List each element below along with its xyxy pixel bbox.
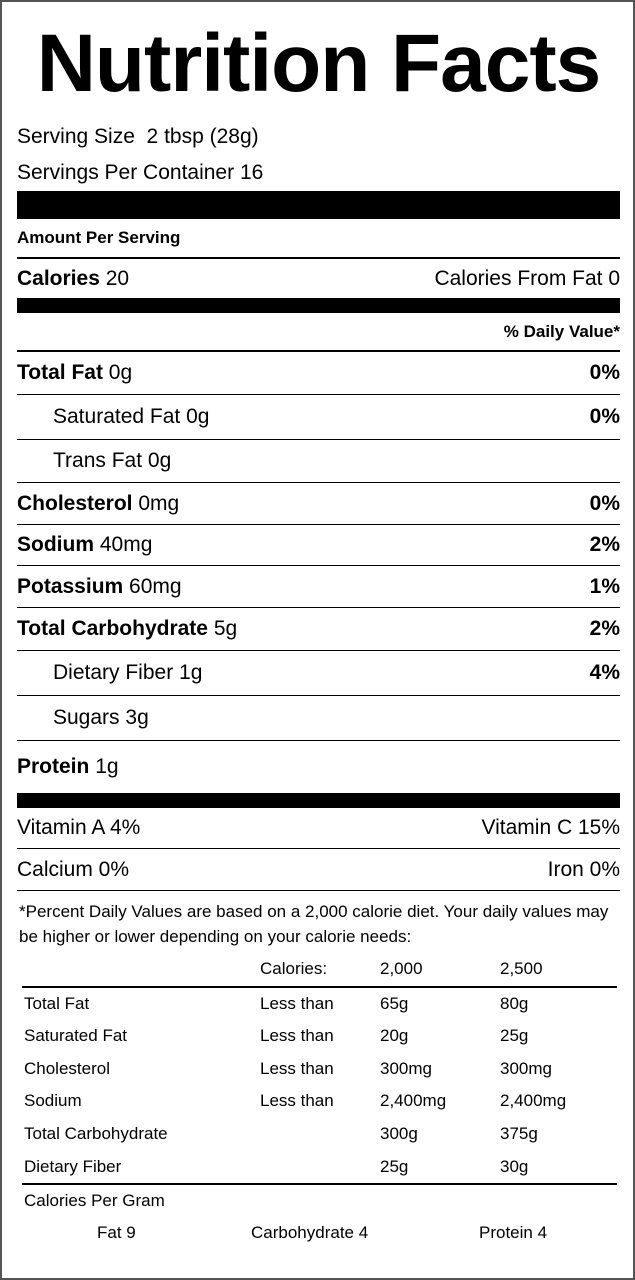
nutrient-daily-value: 4% xyxy=(589,661,620,684)
table-cell: 300g xyxy=(380,1123,418,1143)
table-cell: 25g xyxy=(500,1026,529,1046)
vitamin-left: Calcium 0% xyxy=(17,857,130,881)
table-cell: 300mg xyxy=(500,1058,552,1078)
nutrient-daily-value: 0% xyxy=(589,405,620,428)
table-divider xyxy=(22,985,617,988)
table-cell: 25g xyxy=(380,1156,409,1176)
table-row: Total Carbohydrate 300g 375g xyxy=(17,1118,620,1151)
fat-per-gram: Fat 9 xyxy=(97,1223,136,1243)
nutrient-label: Total Fat 0g xyxy=(17,361,133,384)
nutrient-row: Cholesterol 0mg 0% xyxy=(17,483,620,525)
table-row: Dietary Fiber 25g 30g xyxy=(17,1151,620,1184)
nutrient-list: Total Fat 0g 0% Saturated Fat 0g 0% Trans Fa… xyxy=(17,352,620,793)
table-cell: Total Carbohydrate xyxy=(24,1123,168,1143)
table-cell xyxy=(260,1118,380,1151)
calories-from-fat: Calories From Fat 0 xyxy=(434,266,620,290)
table-cell: Cholesterol xyxy=(24,1058,110,1078)
nutrient-row: Total Carbohydrate 5g 2% xyxy=(17,608,620,651)
nutrient-daily-value: 0% xyxy=(589,491,620,515)
table-cell: 300mg xyxy=(380,1058,432,1078)
daily-value-header: % Daily Value* xyxy=(17,313,620,352)
nutrient-row: Trans Fat 0g xyxy=(17,440,620,483)
nutrient-label: Potassium 60mg xyxy=(17,574,182,598)
vitamin-list: Vitamin A 4% Vitamin C 15% Calcium 0% Iron … xyxy=(17,808,620,891)
servings-per-container: Servings Per Container 16 xyxy=(17,161,264,184)
calories-label: Calories 20 xyxy=(17,266,130,290)
amount-per-serving: Amount Per Serving xyxy=(17,219,620,259)
medium-divider xyxy=(17,298,620,313)
table-cell: 2,500 xyxy=(500,959,543,978)
nutrient-label: Sodium 40mg xyxy=(17,533,153,556)
nutrient-row: Potassium 60mg 1% xyxy=(17,566,620,608)
table-cell: 30g xyxy=(500,1156,529,1176)
nutrient-row: Sugars 3g xyxy=(17,696,620,741)
table-cell xyxy=(260,1151,380,1184)
table-row: Saturated Fat Less than 20g 25g xyxy=(17,1020,620,1053)
nutrient-label: Saturated Fat 0g xyxy=(53,405,210,428)
table-row: Sodium Less than 2,400mg 2,400mg xyxy=(17,1085,620,1118)
table-row: Total Fat Less than 65g 80g xyxy=(17,988,620,1021)
vitamin-right: Iron 0% xyxy=(547,857,620,881)
label-title: Nutrition Facts xyxy=(36,18,602,109)
vitamin-row: Vitamin A 4% Vitamin C 15% xyxy=(17,808,620,849)
table-header: Calories: 2,000 2,500 xyxy=(17,953,620,986)
nutrient-label: Cholesterol 0mg xyxy=(17,491,180,515)
daily-value-table: Calories: 2,000 2,500 Total Fat Less than 65… xyxy=(17,953,620,1186)
nutrient-label: Trans Fat 0g xyxy=(53,449,172,472)
table-cell xyxy=(17,953,260,986)
vitamin-left: Vitamin A 4% xyxy=(17,816,141,839)
nutrient-row: Saturated Fat 0g 0% xyxy=(17,395,620,440)
nutrient-row: Sodium 40mg 2% xyxy=(17,525,620,566)
daily-value-header-text: % Daily Value* xyxy=(503,321,620,341)
table-cell: Less than xyxy=(260,1058,334,1078)
table-cell: Calories: xyxy=(260,959,328,978)
footnote: *Percent Daily Values are based on a 2,0… xyxy=(19,902,609,946)
nutrient-daily-value: 1% xyxy=(589,574,620,598)
nutrient-label: Dietary Fiber 1g xyxy=(53,661,203,684)
nutrient-label: Protein 1g xyxy=(17,755,119,778)
protein-per-gram: Protein 4 xyxy=(479,1223,548,1243)
calories-per-gram-values: Fat 9 Carbohydrate 4 Protein 4 xyxy=(17,1217,620,1249)
thick-divider xyxy=(17,793,620,808)
nutrient-label: Sugars 3g xyxy=(53,706,149,729)
table-cell: Less than xyxy=(260,1091,334,1111)
table-cell: 65g xyxy=(380,993,409,1013)
table-cell: Dietary Fiber xyxy=(24,1156,122,1176)
table-divider xyxy=(22,1183,617,1186)
amount-per-serving-text: Amount Per Serving xyxy=(17,228,181,247)
calories-row: Calories 20 Calories From Fat 0 xyxy=(17,259,620,298)
nutrient-row: Dietary Fiber 1g 4% xyxy=(17,651,620,696)
table-cell: Less than xyxy=(260,1026,334,1046)
table-row: Cholesterol Less than 300mg 300mg xyxy=(17,1053,620,1086)
vitamin-right: Vitamin C 15% xyxy=(481,816,620,839)
table-cell: 2,400mg xyxy=(500,1091,567,1111)
table-cell: Sodium xyxy=(24,1091,82,1111)
table-cell: 2,000 xyxy=(380,959,423,978)
nutrient-label: Total Carbohydrate 5g xyxy=(17,617,238,640)
table-cell: Less than xyxy=(260,993,334,1013)
calories-per-gram-label: Calories Per Gram xyxy=(24,1191,165,1211)
nutrient-daily-value: 0% xyxy=(589,361,620,384)
table-cell: 20g xyxy=(380,1026,409,1046)
nutrient-daily-value: 2% xyxy=(589,533,620,556)
table-cell: 375g xyxy=(500,1123,538,1143)
table-cell: 80g xyxy=(500,993,529,1013)
vitamin-row: Calcium 0% Iron 0% xyxy=(17,849,620,891)
nutrient-daily-value: 2% xyxy=(589,617,620,640)
carbohydrate-per-gram: Carbohydrate 4 xyxy=(251,1223,369,1243)
nutrient-row: Protein 1g xyxy=(17,741,620,793)
table-cell: 2,400mg xyxy=(380,1091,447,1111)
table-cell: Total Fat xyxy=(24,993,90,1013)
nutrient-row: Total Fat 0g 0% xyxy=(17,352,620,395)
thick-divider xyxy=(17,191,620,219)
serving-size: Serving Size 2 tbsp (28g) xyxy=(17,125,259,148)
table-cell: Saturated Fat xyxy=(24,1026,128,1046)
